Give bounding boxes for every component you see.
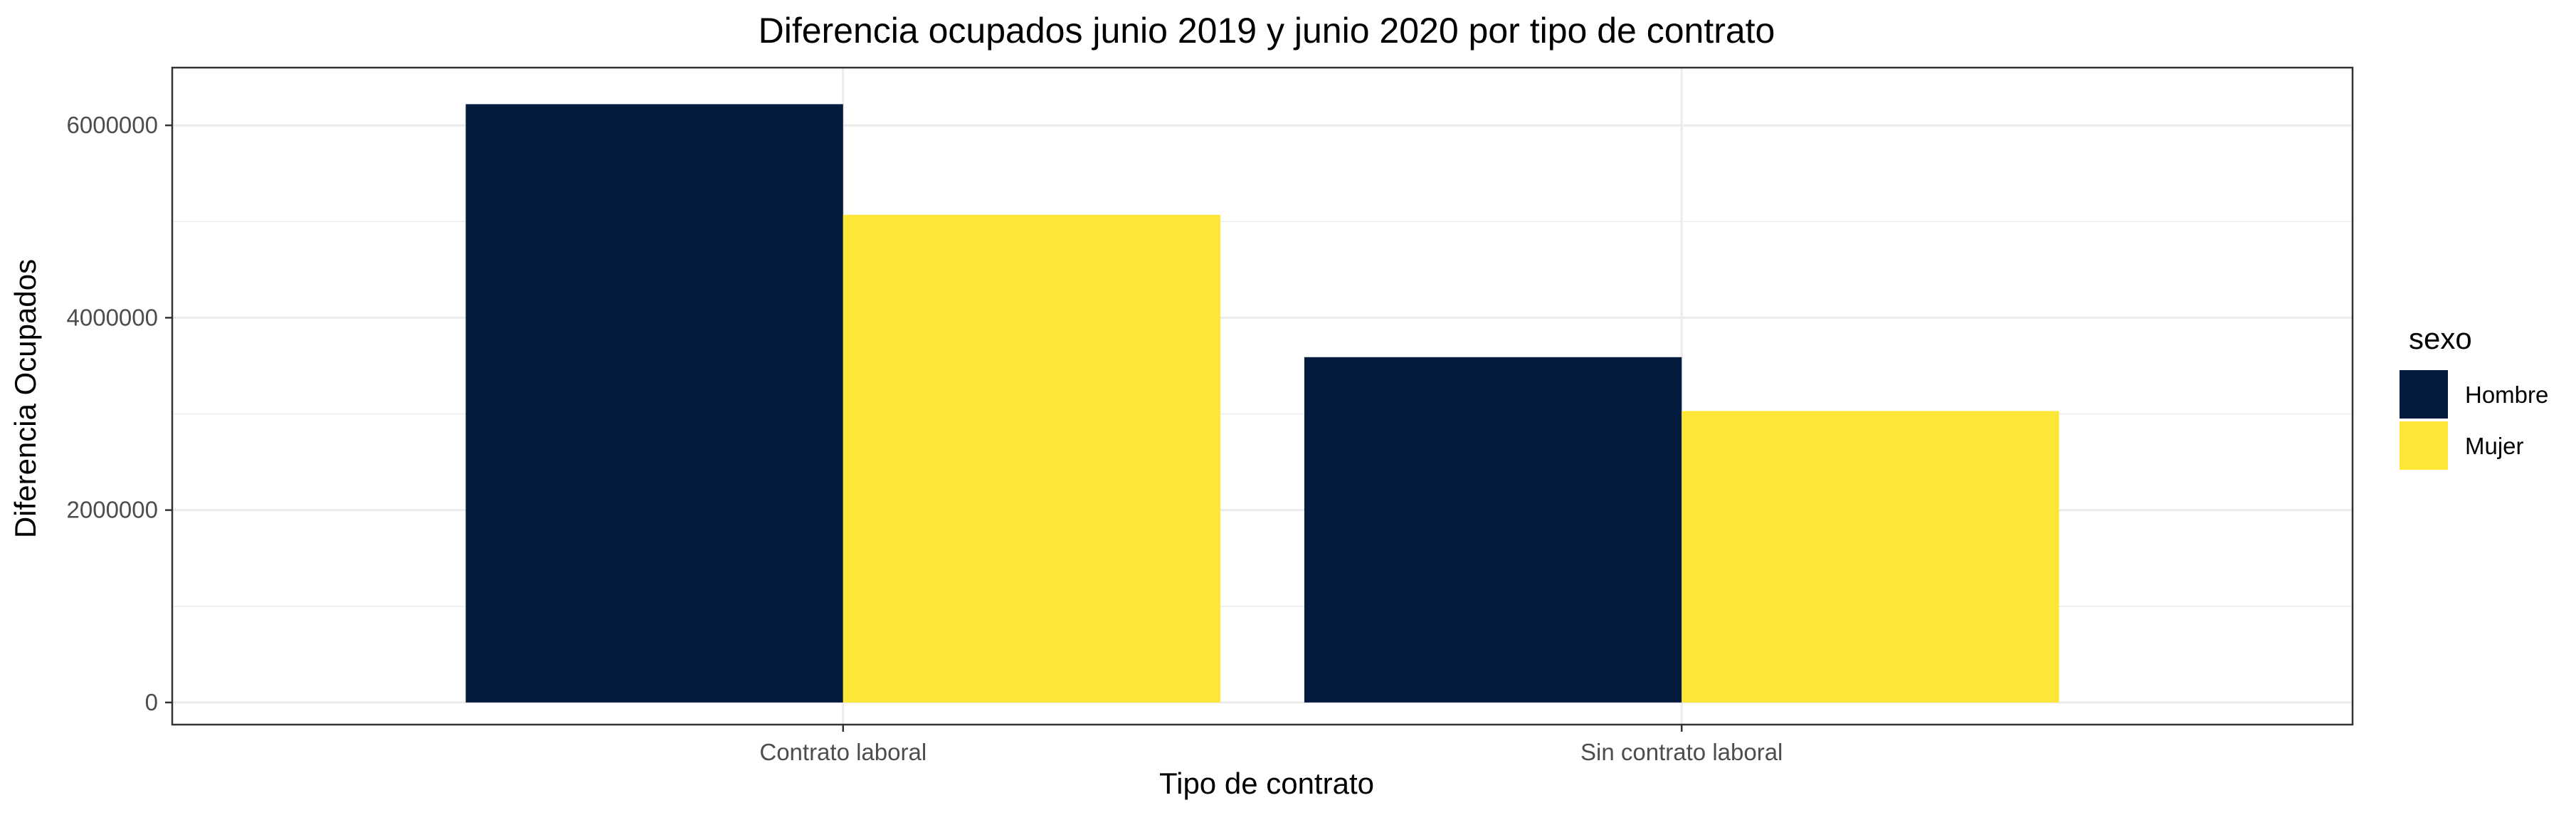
legend: sexo Hombre Mujer <box>2400 322 2548 470</box>
legend-key-hombre <box>2400 370 2448 419</box>
x-axis-title: Tipo de contrato <box>1159 767 1374 800</box>
plot-panel-border <box>171 66 2354 726</box>
legend-title: sexo <box>2409 322 2472 355</box>
axes: 0 2000000 4000000 6000000 Contrato laboral Si… <box>67 112 1783 765</box>
y-tick-label: 6000000 <box>67 112 158 138</box>
bar-mujer <box>1682 411 2059 703</box>
bars <box>465 104 2059 703</box>
chart-title: Diferencia ocupados junio 2019 y junio 2… <box>759 11 1775 51</box>
legend-key-mujer <box>2400 421 2448 470</box>
bar-mujer <box>843 214 1221 703</box>
legend-label-mujer: Mujer <box>2465 433 2524 459</box>
x-tick-label: Sin contrato laboral <box>1580 739 1783 765</box>
legend-label-hombre: Hombre <box>2465 382 2548 408</box>
bar-hombre <box>465 104 843 703</box>
bar-hombre <box>1304 357 1682 703</box>
x-tick-label: Contrato laboral <box>759 739 927 765</box>
y-tick-label: 0 <box>145 689 158 715</box>
y-tick-label: 2000000 <box>67 497 158 523</box>
y-axis-title: Diferencia Ocupados <box>9 259 42 538</box>
y-tick-label: 4000000 <box>67 304 158 330</box>
